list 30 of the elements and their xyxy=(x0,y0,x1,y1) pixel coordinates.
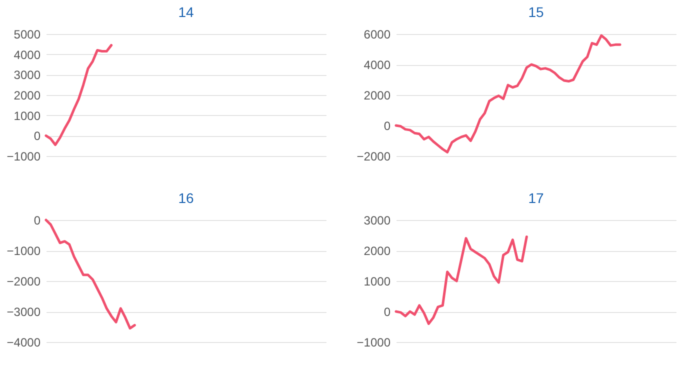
chart-title: 16 xyxy=(178,190,194,206)
y-tick-label: 3000 xyxy=(14,68,41,82)
y-tick-label: −2000 xyxy=(356,150,391,164)
line-series xyxy=(44,44,113,146)
y-tick-label: 2000 xyxy=(364,88,391,102)
y-tick-label: 6000 xyxy=(364,28,391,42)
chart-title: 14 xyxy=(178,4,194,20)
y-tick-label: 3000 xyxy=(364,214,391,228)
y-tick-label: 1000 xyxy=(14,108,41,123)
y-tick-label: 4000 xyxy=(364,58,391,72)
y-tick-label: 1000 xyxy=(364,274,391,288)
y-tick-label: 0 xyxy=(384,119,391,133)
y-tick-label: −1000 xyxy=(6,244,41,258)
y-tick-label: −4000 xyxy=(6,336,41,350)
y-tick-label: 2000 xyxy=(364,244,391,258)
y-tick-label: −2000 xyxy=(6,274,41,288)
y-tick-label: 4000 xyxy=(14,48,41,62)
y-tick-label: 0 xyxy=(384,305,391,319)
y-tick-label: 5000 xyxy=(14,28,41,42)
y-tick-label: −3000 xyxy=(6,305,41,319)
y-tick-label: 0 xyxy=(34,214,41,228)
y-tick-label: 0 xyxy=(34,129,41,144)
line-series xyxy=(394,236,528,325)
line-series xyxy=(394,34,622,154)
y-tick-label: −1000 xyxy=(356,336,391,350)
line-series xyxy=(44,218,136,330)
chart-title: 17 xyxy=(528,190,544,206)
y-tick-label: −1000 xyxy=(6,150,41,164)
y-tick-label: 2000 xyxy=(14,88,41,102)
chart-title: 15 xyxy=(528,4,544,20)
